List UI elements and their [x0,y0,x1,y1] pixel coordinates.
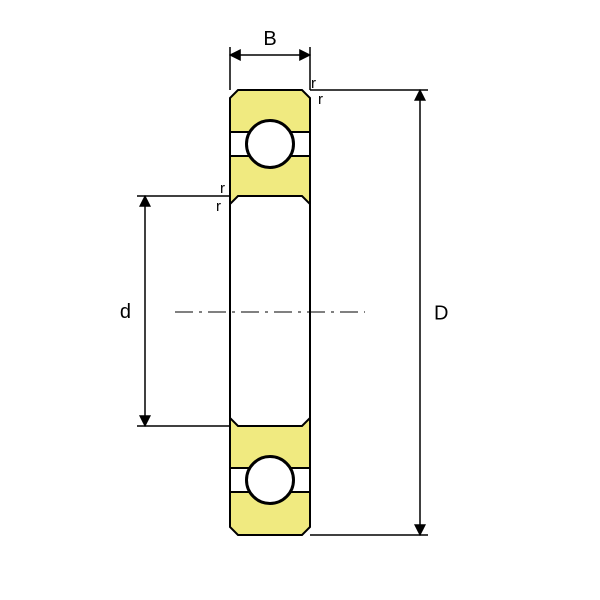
bearing-diagram: BDdrrrr [0,0,600,600]
label-fillet-r-outer-top: r [311,75,316,92]
label-fillet-r-outer-side: r [318,91,323,108]
label-outer-diameter-D: D [434,303,448,325]
label-width-B: B [263,28,276,50]
label-fillet-r-inner-top: r [220,180,225,197]
label-fillet-r-inner-side: r [216,198,221,215]
label-inner-diameter-d: d [120,301,131,323]
